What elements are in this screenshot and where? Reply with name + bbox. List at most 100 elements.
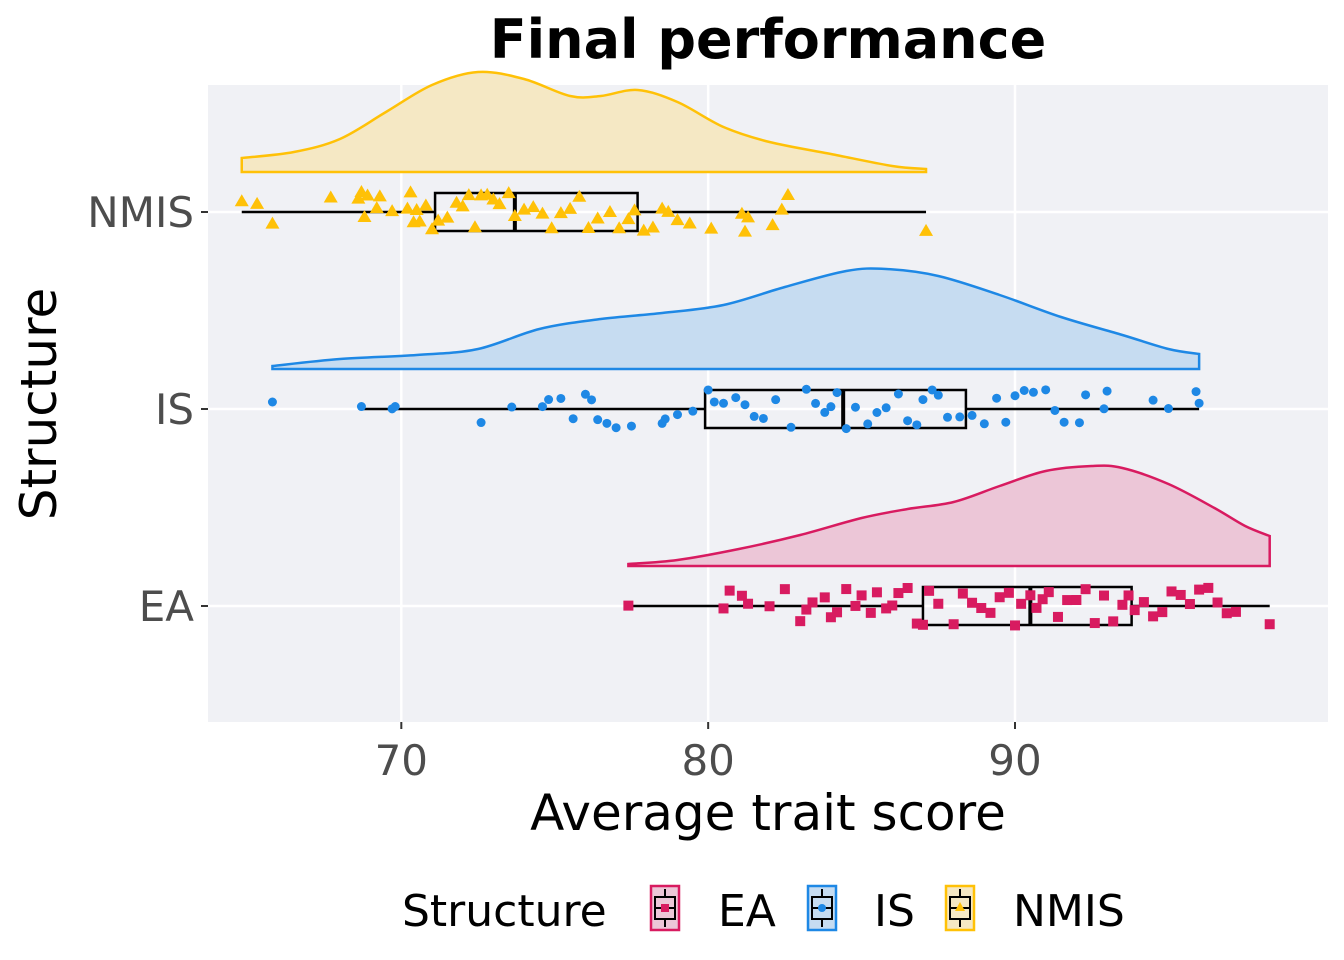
- data-point: [903, 416, 913, 426]
- data-point: [887, 600, 898, 611]
- data-point: [943, 412, 953, 422]
- legend-title: Structure: [402, 886, 607, 937]
- chart-title: Final performance: [490, 8, 1047, 71]
- data-point: [703, 385, 713, 395]
- data-point: [535, 206, 550, 219]
- data-point: [1163, 404, 1173, 414]
- data-point: [1071, 595, 1082, 606]
- data-point: [1230, 606, 1241, 617]
- legend: Structure EA IS NMIS: [402, 884, 1125, 937]
- data-point: [1041, 385, 1051, 395]
- data-point: [927, 385, 937, 395]
- data-point: [1050, 405, 1060, 415]
- data-point: [400, 201, 415, 214]
- legend-label: NMIS: [1013, 886, 1125, 937]
- data-point: [709, 397, 719, 407]
- data-point: [1019, 385, 1029, 395]
- data-point: [774, 202, 789, 215]
- data-point: [1102, 386, 1112, 396]
- data-point: [455, 199, 470, 212]
- data-point: [1028, 387, 1038, 397]
- legend-marker: [661, 904, 669, 912]
- data-point: [933, 390, 943, 400]
- data-point: [480, 187, 495, 200]
- data-point: [801, 384, 811, 394]
- data-point: [779, 584, 790, 595]
- data-point: [1157, 607, 1168, 618]
- data-point: [948, 619, 959, 630]
- data-point: [587, 395, 597, 405]
- data-point: [357, 209, 372, 222]
- data-point: [461, 188, 476, 201]
- data-point: [1062, 595, 1073, 606]
- data-point: [967, 410, 977, 420]
- data-point: [593, 415, 603, 425]
- data-point: [1166, 586, 1177, 597]
- data-point: [265, 216, 280, 229]
- data-point: [1194, 584, 1205, 595]
- data-point: [985, 607, 996, 618]
- data-point: [1264, 619, 1275, 630]
- data-point: [911, 618, 922, 629]
- data-point: [418, 198, 433, 211]
- data-point: [1117, 599, 1128, 610]
- data-point: [1025, 590, 1036, 601]
- data-point: [1010, 391, 1020, 401]
- data-point: [832, 388, 842, 398]
- data-point: [979, 419, 989, 429]
- data-point: [369, 201, 384, 214]
- y-axis-title: Structure: [10, 288, 68, 521]
- x-axis-title: Average trait score: [530, 784, 1006, 842]
- data-point: [850, 600, 861, 611]
- data-point: [323, 190, 338, 203]
- data-point: [563, 201, 578, 214]
- data-point: [611, 423, 621, 433]
- data-point: [718, 603, 729, 614]
- data-point: [553, 206, 568, 219]
- data-point: [1099, 590, 1109, 601]
- data-point: [645, 220, 660, 233]
- legend-key-nmis: [944, 884, 976, 932]
- density-nmis: [240, 70, 928, 174]
- data-point: [917, 619, 928, 630]
- data-point: [425, 222, 439, 235]
- data-point: [1212, 597, 1223, 608]
- data-points: [234, 185, 1275, 631]
- data-point: [234, 194, 249, 207]
- data-point: [749, 411, 759, 421]
- data-point: [957, 588, 968, 599]
- data-point: [811, 398, 821, 408]
- data-point: [385, 204, 400, 217]
- data-point: [507, 209, 522, 222]
- data-point: [918, 395, 928, 405]
- data-point: [881, 403, 891, 413]
- data-point: [1191, 387, 1201, 397]
- legend-key-ea: [649, 884, 681, 932]
- data-point: [741, 210, 756, 223]
- data-point: [1016, 598, 1027, 609]
- data-point: [1194, 398, 1204, 408]
- data-point: [440, 210, 455, 223]
- data-point: [743, 598, 754, 609]
- data-point: [476, 418, 486, 428]
- data-point: [467, 220, 482, 233]
- data-point: [1129, 605, 1140, 616]
- data-point: [731, 393, 741, 403]
- legend-label: IS: [874, 886, 915, 937]
- plot-panel: [208, 85, 1328, 722]
- data-point: [1175, 589, 1186, 600]
- data-point: [992, 393, 1002, 403]
- data-point: [1037, 594, 1048, 605]
- data-point: [807, 597, 818, 608]
- data-point: [602, 418, 612, 428]
- data-point: [1148, 611, 1159, 622]
- data-point: [621, 212, 636, 225]
- data-point: [795, 616, 806, 627]
- data-point: [856, 590, 867, 601]
- data-point: [661, 204, 676, 217]
- data-point: [704, 221, 719, 234]
- data-point: [1031, 602, 1042, 613]
- data-point: [801, 604, 812, 615]
- data-point: [1184, 599, 1195, 610]
